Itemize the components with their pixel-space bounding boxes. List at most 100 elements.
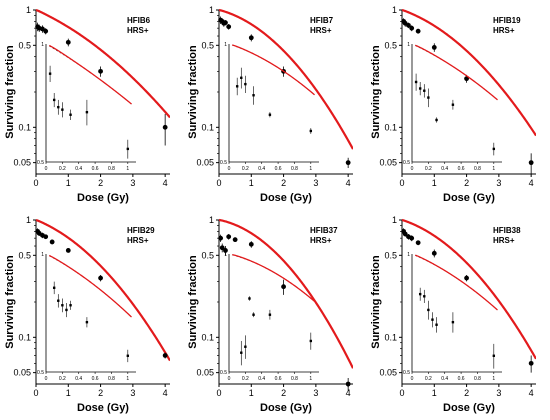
x-tick-label: 2 xyxy=(464,178,469,188)
inset-data-point xyxy=(244,345,247,348)
inset-x-tick-label: 1 xyxy=(126,166,129,172)
inset-data-point xyxy=(451,320,455,324)
inset-y-tick-label: 0.5 xyxy=(220,160,227,166)
inset-x-tick-label: 1 xyxy=(309,166,312,172)
inset-x-tick-label: 0.2 xyxy=(59,166,66,172)
y-tick-label: 0.05 xyxy=(13,158,31,168)
data-point xyxy=(43,234,49,240)
y-axis-title: Surviving fraction xyxy=(370,45,382,139)
y-tick-label: 0.5 xyxy=(18,250,31,260)
data-point xyxy=(464,76,469,82)
x-tick-label: 3 xyxy=(313,388,318,398)
inset-lq-curve xyxy=(232,254,315,302)
inset-x-tick-label: 0.4 xyxy=(441,376,448,382)
y-axis-title: Surviving fraction xyxy=(187,45,199,139)
induced-repair-model-curve xyxy=(219,218,353,369)
x-tick-label: 4 xyxy=(529,388,534,398)
inset-data-point xyxy=(252,94,255,97)
x-tick-label: 4 xyxy=(529,178,534,188)
inset-data-point xyxy=(435,323,438,326)
lq-model-curve xyxy=(36,9,170,118)
inset-y-tick-label: 0.5 xyxy=(37,160,44,166)
x-tick-label: 3 xyxy=(496,388,501,398)
inset-y-tick-label: 1 xyxy=(224,252,227,258)
inset-x-tick-label: 1 xyxy=(492,166,495,172)
x-axis-title: Dose (Gy) xyxy=(260,192,312,204)
x-tick-label: 4 xyxy=(163,388,168,398)
inset-data-point xyxy=(52,98,56,102)
inset-data-point xyxy=(126,354,130,357)
data-point xyxy=(528,360,534,366)
inset-data-point xyxy=(57,105,60,109)
y-tick-label: 0.5 xyxy=(18,40,31,50)
inset-plot: 0 0.2 0.4 0.6 0.8 1 1 0.5 xyxy=(37,252,136,382)
induced-repair-model-curve xyxy=(36,8,170,119)
inset-y-tick-label: 1 xyxy=(224,42,227,48)
inset-x-tick-label: 0 xyxy=(45,166,48,172)
x-tick-label: 1 xyxy=(66,178,71,188)
y-tick-label: 1 xyxy=(26,215,31,225)
inset-x-tick-label: 1 xyxy=(126,376,129,382)
inset-x-tick-label: 0.8 xyxy=(474,376,481,382)
x-tick-label: 4 xyxy=(163,178,168,188)
y-tick-label: 0.1 xyxy=(201,122,214,132)
x-tick-label: 4 xyxy=(346,388,351,398)
induced-repair-model-curve xyxy=(402,218,536,360)
induced-repair-model-curve xyxy=(402,8,536,137)
inset-plot: 0 0.2 0.4 0.6 0.8 1 1 0.5 xyxy=(37,42,136,172)
inset-data-point xyxy=(435,118,438,122)
data-point xyxy=(248,35,254,41)
inset-x-tick-label: 0.4 xyxy=(258,376,265,382)
x-axis-title: Dose (Gy) xyxy=(260,402,312,414)
inset-x-tick-label: 0.6 xyxy=(275,166,282,172)
inset-plot: 0 0.2 0.4 0.6 0.8 1 1 0.5 xyxy=(220,252,319,382)
y-tick-label: 0.1 xyxy=(384,122,397,132)
y-tick-label: 0.05 xyxy=(196,158,214,168)
inset-repair-curve xyxy=(48,44,132,105)
inset-data-point xyxy=(244,82,247,86)
cell-line-label: HFIB6 xyxy=(127,16,151,25)
y-axis-title: Surviving fraction xyxy=(370,255,382,349)
inset-data-point xyxy=(69,304,72,307)
inset-data-point xyxy=(309,129,313,133)
inset-x-tick-label: 0.8 xyxy=(108,166,115,172)
y-tick-label: 1 xyxy=(392,5,397,15)
data-point xyxy=(223,20,228,26)
hrs-status-label: HRS+ xyxy=(310,26,332,35)
data-point xyxy=(65,248,71,253)
inset-repair-curve xyxy=(232,253,315,302)
hrs-status-label: HRS+ xyxy=(310,236,332,245)
x-tick-label: 0 xyxy=(216,178,221,188)
y-tick-label: 0.05 xyxy=(13,368,31,378)
inset-x-tick-label: 0 xyxy=(45,376,48,382)
y-tick-label: 0.5 xyxy=(384,250,397,260)
inset-x-tick-label: 0.6 xyxy=(92,166,99,172)
x-tick-label: 4 xyxy=(346,178,351,188)
data-point xyxy=(415,240,421,246)
cell-line-label: HFIB7 xyxy=(310,16,334,25)
x-tick-label: 0 xyxy=(33,178,38,188)
inset-data-point xyxy=(427,308,430,312)
data-point xyxy=(232,237,238,243)
inset-y-tick-label: 0.5 xyxy=(220,370,227,376)
inset-data-point xyxy=(65,308,68,312)
x-tick-label: 2 xyxy=(464,388,469,398)
inset-plot: 0 0.2 0.4 0.6 0.8 1 1 0.5 xyxy=(403,42,502,172)
inset-data-point xyxy=(423,89,426,92)
inset-x-tick-label: 0.8 xyxy=(291,376,298,382)
inset-x-tick-label: 0.4 xyxy=(75,376,82,382)
cell-line-label: HFIB37 xyxy=(310,226,338,235)
x-tick-label: 1 xyxy=(66,388,71,398)
x-tick-label: 2 xyxy=(281,388,286,398)
inset-lq-curve xyxy=(415,45,498,101)
inset-data-point xyxy=(85,110,89,114)
inset-data-point xyxy=(85,320,89,324)
y-tick-label: 0.05 xyxy=(379,368,397,378)
inset-plot: 0 0.2 0.4 0.6 0.8 1 1 0.5 xyxy=(403,252,502,382)
inset-data-point xyxy=(52,286,56,289)
inset-data-point xyxy=(431,318,434,321)
inset-x-tick-label: 0.6 xyxy=(275,376,282,382)
x-tick-label: 0 xyxy=(399,178,404,188)
